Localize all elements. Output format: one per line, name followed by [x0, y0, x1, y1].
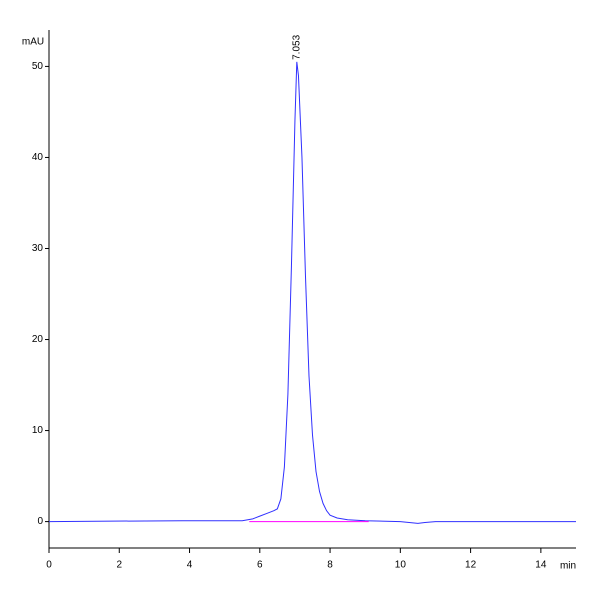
y-tick-label: 40 — [32, 152, 44, 163]
x-tick-label: 4 — [187, 560, 193, 571]
y-axis-label: mAU — [22, 37, 44, 48]
y-tick-label: 0 — [37, 516, 43, 527]
x-tick-label: 12 — [465, 560, 477, 571]
y-tick-label: 50 — [32, 61, 44, 72]
peak-label: 7.053 — [291, 34, 302, 59]
x-tick-label: 2 — [116, 560, 122, 571]
x-axis-label: min — [560, 561, 576, 572]
x-tick-label: 0 — [46, 560, 52, 571]
x-tick-label: 10 — [395, 560, 407, 571]
x-tick-label: 8 — [327, 560, 333, 571]
x-tick-label: 14 — [535, 560, 547, 571]
y-tick-label: 30 — [32, 243, 44, 254]
signal-line — [48, 61, 576, 524]
x-tick-label: 6 — [257, 560, 263, 571]
y-tick-label: 10 — [32, 425, 44, 436]
y-tick-label: 20 — [32, 334, 44, 345]
